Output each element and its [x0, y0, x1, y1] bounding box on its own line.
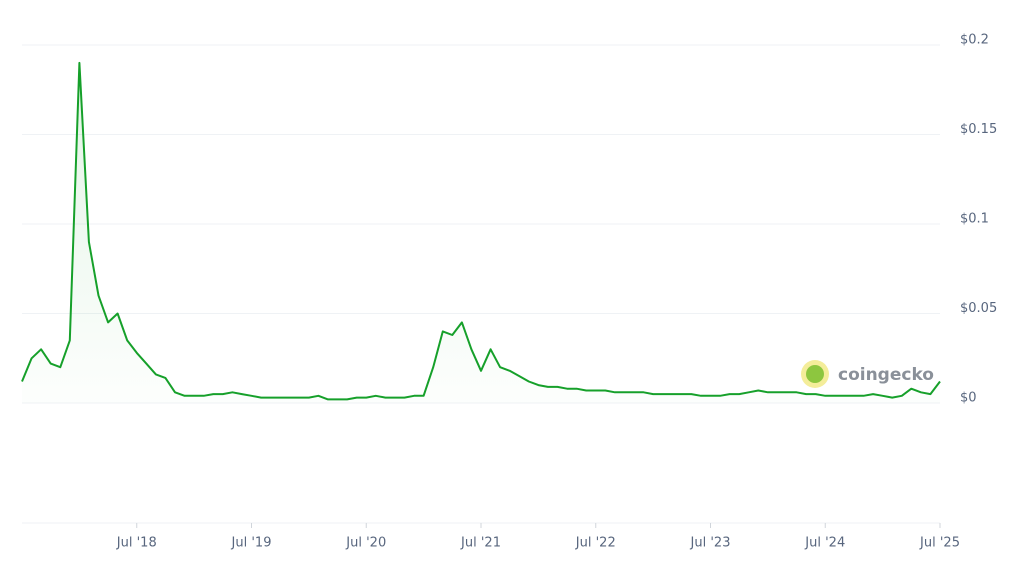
- x-tick-label: Jul '22: [575, 536, 616, 551]
- y-tick-label: $0.1: [960, 212, 989, 227]
- x-tick-label: Jul '20: [345, 536, 386, 551]
- x-tick-label: Jul '18: [116, 536, 157, 551]
- watermark-icon-inner: [806, 365, 824, 383]
- x-tick-label: Jul '25: [919, 536, 960, 551]
- y-tick-label: $0.05: [960, 301, 997, 316]
- price-line: [21, 61, 941, 401]
- watermark-text: coingecko: [838, 365, 934, 385]
- x-tick-label: Jul '23: [690, 536, 731, 551]
- y-tick-label: $0: [960, 391, 977, 406]
- x-tick-label: Jul '19: [231, 536, 272, 551]
- watermark: coingecko: [801, 360, 934, 388]
- area: [22, 62, 940, 404]
- y-tick-label: $0.15: [960, 122, 997, 137]
- x-tick-label: Jul '21: [460, 536, 501, 551]
- x-tick-label: Jul '24: [804, 536, 845, 551]
- y-tick-label: $0.2: [960, 33, 989, 48]
